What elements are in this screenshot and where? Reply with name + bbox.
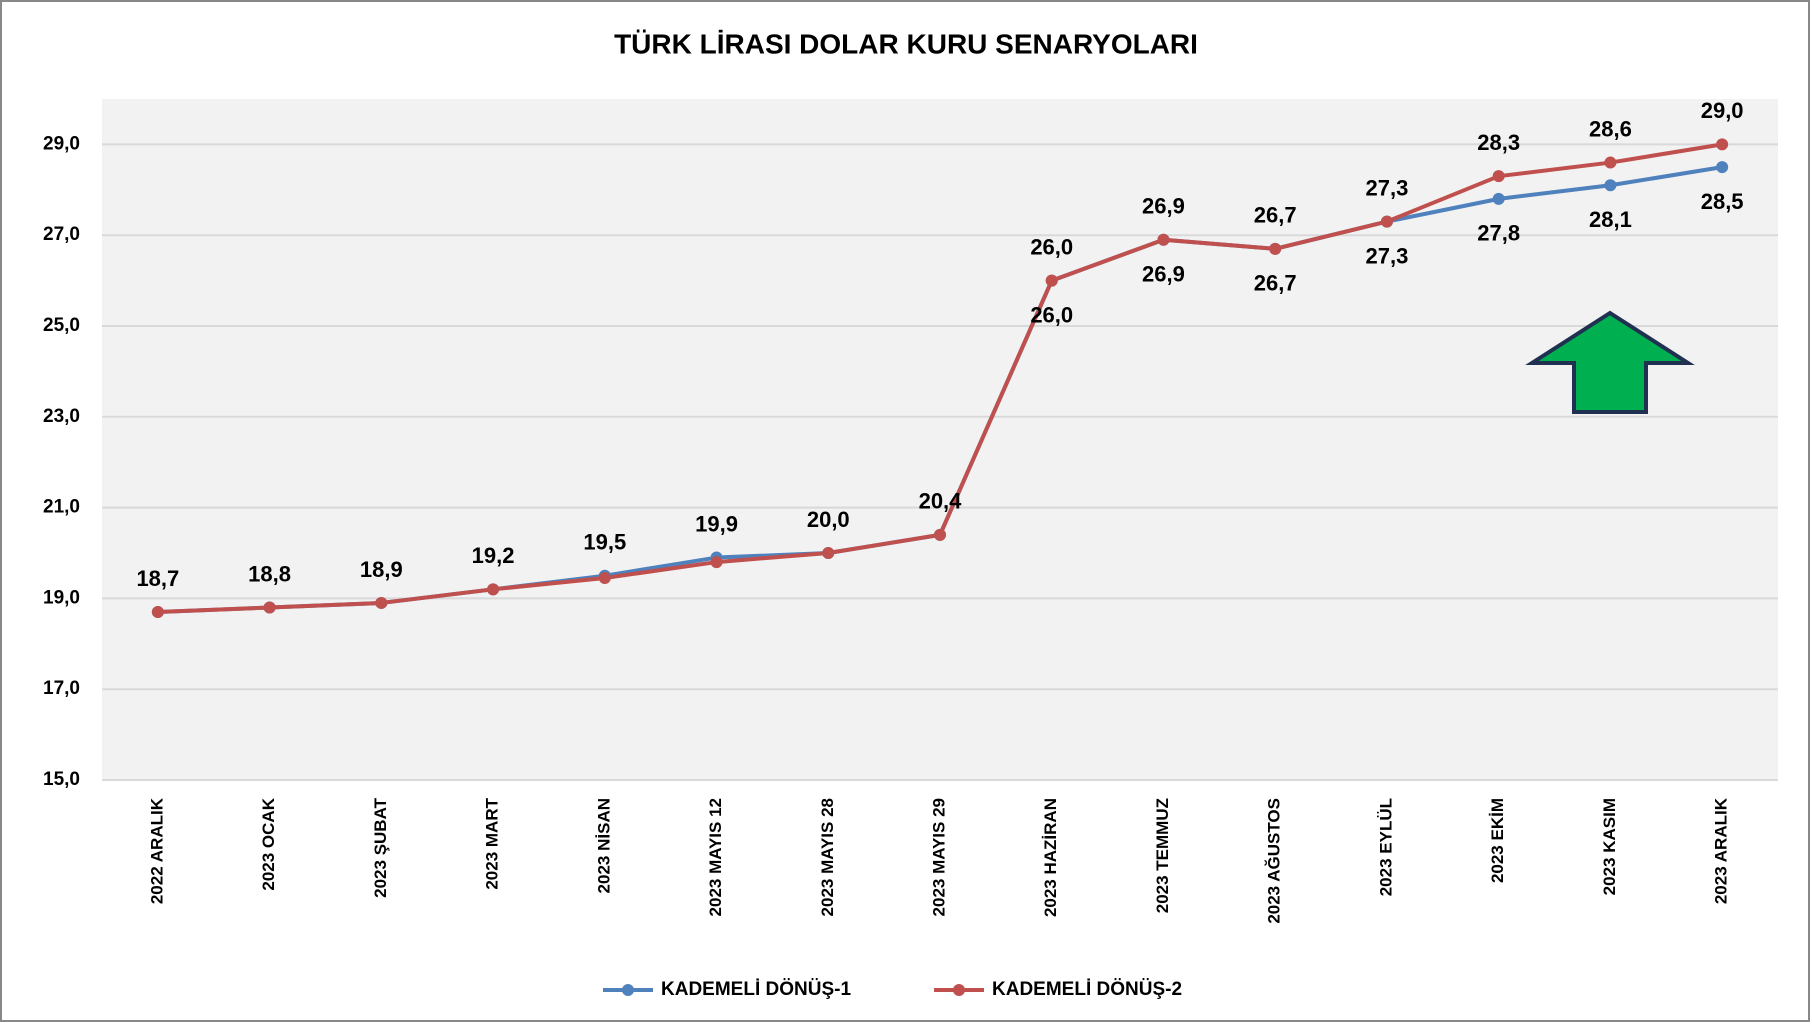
y-tick-label: 27,0 <box>43 224 80 245</box>
y-tick-label: 29,0 <box>43 133 80 154</box>
grid <box>102 143 1778 781</box>
data-label: 28,3 <box>1477 130 1520 155</box>
x-tick-label: 2023 TEMMUZ <box>1153 798 1172 913</box>
data-label: 18,9 <box>360 557 403 582</box>
x-tick-label: 2023 OCAK <box>259 797 278 890</box>
y-tick-label: 21,0 <box>43 497 80 518</box>
data-label: 19,9 <box>695 511 738 536</box>
data-label: 27,3 <box>1366 175 1409 200</box>
data-label: 26,7 <box>1254 203 1297 228</box>
data-label: 26,0 <box>1030 234 1073 259</box>
data-point <box>1716 138 1729 151</box>
x-tick-label: 2023 MAYIS 12 <box>706 798 725 916</box>
data-label: 26,9 <box>1142 262 1185 287</box>
up-arrow <box>1525 310 1695 414</box>
data-label: 20,0 <box>807 507 850 532</box>
data-point <box>1380 215 1393 228</box>
data-point <box>934 528 946 541</box>
x-tick-label: 2023 ARALIK <box>1712 797 1731 904</box>
x-tick-label: 2023 KASIM <box>1600 798 1619 895</box>
legend-marker <box>953 984 965 996</box>
data-point <box>1492 170 1505 183</box>
data-label: 28,1 <box>1589 207 1632 232</box>
x-tick-label: 2023 HAZİRAN <box>1041 798 1060 917</box>
data-point <box>598 571 611 584</box>
data-label: 26,0 <box>1030 302 1073 327</box>
legend-marker <box>622 984 634 996</box>
x-tick-label: 2023 NİSAN <box>594 798 613 893</box>
data-point <box>822 547 835 559</box>
data-point <box>151 606 164 619</box>
y-tick-label: 17,0 <box>43 678 80 699</box>
data-label: 28,6 <box>1589 116 1632 141</box>
data-label: 27,3 <box>1366 243 1409 268</box>
y-tick-label: 15,0 <box>43 769 80 790</box>
lines <box>151 138 1729 619</box>
data-point <box>1604 156 1617 169</box>
x-tick-label: 2023 MAYIS 28 <box>818 798 837 916</box>
data-label: 18,7 <box>136 566 179 591</box>
data-label: 27,8 <box>1477 221 1520 246</box>
data-label: 18,8 <box>248 561 291 586</box>
x-tick-label: 2023 ŞUBAT <box>371 797 390 897</box>
x-tick-label: 2023 AĞUSTOS <box>1265 798 1284 924</box>
y-tick-label: 23,0 <box>43 406 80 427</box>
data-point <box>375 596 388 609</box>
data-label: 26,7 <box>1254 271 1297 296</box>
chart-title: TÜRK LİRASI DOLAR KURU SENARYOLARI <box>614 28 1198 59</box>
data-label: 19,2 <box>472 543 515 568</box>
data-label: 19,5 <box>583 530 626 555</box>
data-label: 26,9 <box>1142 194 1185 219</box>
x-tick-label: 2022 ARALIK <box>147 797 166 904</box>
x-tick-label: 2023 MAYIS 29 <box>929 798 948 916</box>
data-label: 28,5 <box>1701 189 1744 214</box>
plot-area <box>102 99 1778 780</box>
data-point <box>710 556 723 569</box>
data-point <box>1716 161 1729 174</box>
data-label: 29,0 <box>1701 98 1744 123</box>
x-tick-label: 2023 MART <box>483 797 502 889</box>
x-tick-label: 2023 EYLÜL <box>1376 798 1395 896</box>
data-point <box>1604 179 1617 192</box>
y-tick-label: 19,0 <box>43 587 80 608</box>
data-point <box>1492 192 1505 205</box>
data-point <box>1157 233 1170 246</box>
data-point <box>263 601 276 614</box>
data-point <box>1045 274 1058 287</box>
legend-label: KADEMELİ DÖNÜŞ-2 <box>992 979 1182 1000</box>
legend-label: KADEMELİ DÖNÜŞ-1 <box>661 979 851 1000</box>
y-tick-label: 25,0 <box>43 315 80 336</box>
data-label: 20,4 <box>919 489 963 514</box>
data-point <box>487 583 500 596</box>
x-tick-label: 2023 EKİM <box>1488 798 1507 883</box>
data-point <box>1269 242 1282 255</box>
